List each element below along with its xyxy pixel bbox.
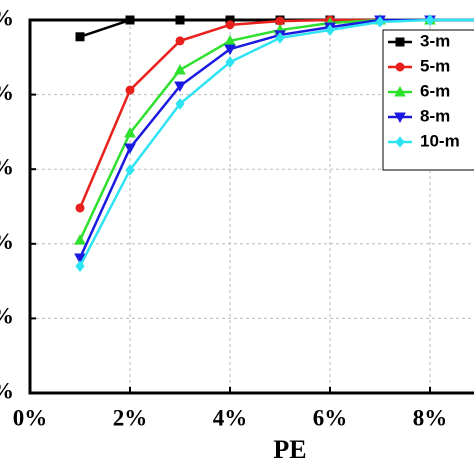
legend-marker: [395, 37, 405, 47]
marker: [74, 234, 86, 245]
marker: [124, 126, 136, 138]
legend: 3-m 5-m 6-m 8-m 10-m: [382, 29, 474, 171]
marker: [125, 85, 135, 95]
marker: [375, 16, 385, 28]
y-tick-label: %: [0, 229, 14, 254]
legend-box: [382, 29, 474, 171]
legend-marker: [394, 85, 406, 97]
marker: [175, 98, 185, 110]
marker: [174, 81, 186, 93]
x-tick-label: 6%: [313, 405, 348, 430]
y-tick-label: %: [0, 378, 14, 403]
y-tick-label: %: [0, 5, 14, 30]
marker: [275, 32, 285, 44]
marker: [124, 143, 136, 154]
marker: [225, 20, 235, 30]
marker: [75, 260, 85, 272]
y-tick-label: %: [0, 304, 14, 329]
marker: [325, 24, 335, 36]
marker: [74, 253, 86, 265]
legend-label: 10-m: [420, 131, 460, 150]
marker: [75, 203, 85, 213]
legend-marker: [395, 136, 405, 148]
marker: [175, 36, 185, 46]
marker: [174, 63, 186, 75]
legend-label: 8-m: [420, 106, 450, 125]
y-tick-label: %: [0, 154, 14, 179]
x-tick-label: 2%: [113, 405, 148, 430]
x-axis-label: PE: [273, 435, 306, 464]
legend-label: 5-m: [420, 56, 450, 75]
legend-marker: [395, 62, 405, 72]
marker: [224, 44, 236, 56]
marker: [175, 15, 185, 25]
marker: [75, 32, 85, 42]
x-tick-label: 0%: [13, 405, 48, 430]
legend-label: 6-m: [420, 81, 450, 100]
marker: [125, 15, 135, 25]
marker: [125, 164, 135, 176]
marker: [425, 14, 435, 26]
marker: [275, 16, 285, 26]
x-tick-label: 8%: [413, 405, 448, 430]
y-tick-label: %: [0, 80, 14, 105]
legend-label: 3-m: [420, 31, 450, 50]
x-tick-label: 4%: [213, 405, 248, 430]
marker: [225, 56, 235, 68]
legend-marker: [394, 112, 406, 124]
